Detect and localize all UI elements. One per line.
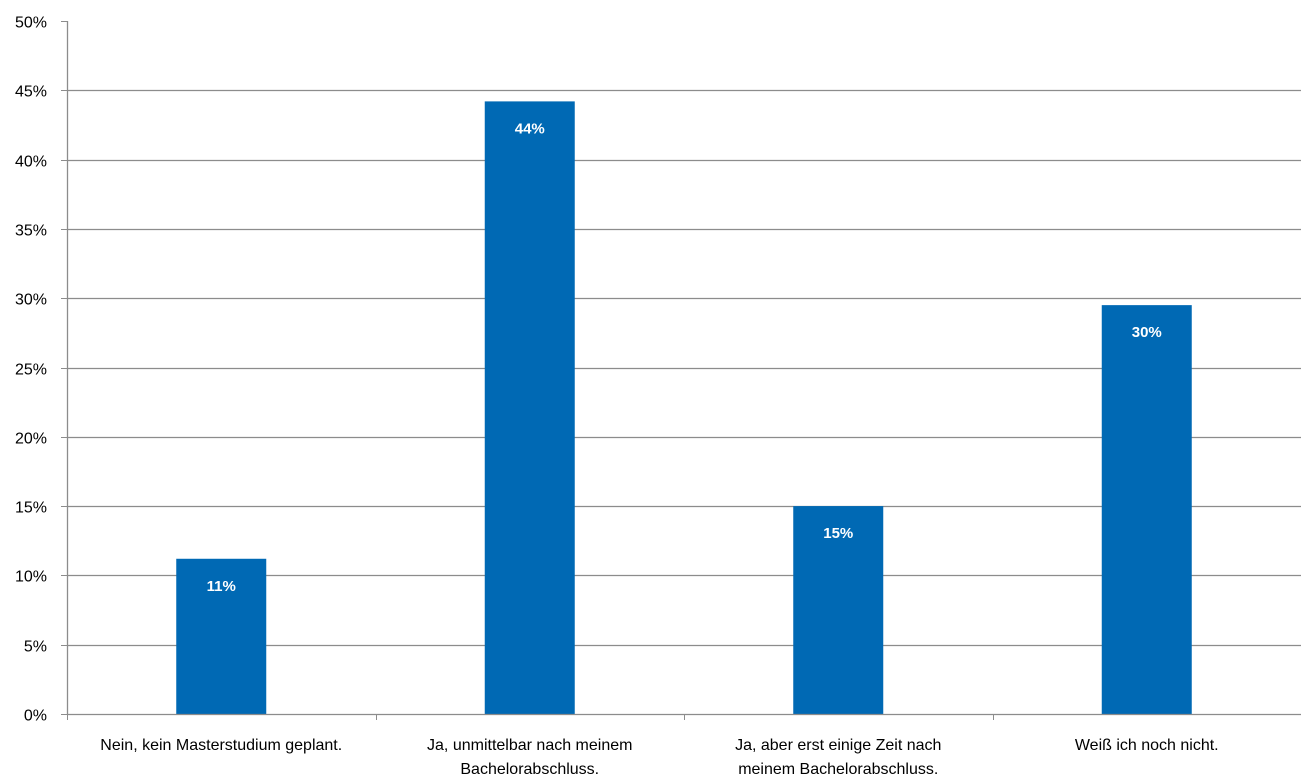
grid-lines — [67, 89, 1301, 647]
y-tick-label: 15% — [15, 500, 47, 517]
bar — [1101, 305, 1192, 714]
x-category-label-line: Bachelorabschluss. — [460, 761, 599, 775]
x-category-label: Ja, aber erst einige Zeit nach meinem Bac… — [735, 737, 941, 775]
y-tick-label: 25% — [15, 362, 47, 379]
x-category-label-line: Nein, kein Masterstudium geplant. — [100, 737, 342, 754]
bar — [176, 558, 267, 714]
bar-data-label: 30% — [1132, 324, 1162, 341]
x-category-label-line: Ja, unmittelbar nach meinem — [427, 737, 632, 754]
y-tick-labels: 0% 5% 10% 15% 20% 25% 30% 35% 40% 45% 50% — [15, 15, 47, 725]
y-tick-label: 30% — [15, 292, 47, 309]
y-tick-label: 10% — [15, 569, 47, 586]
x-category-label-line: Ja, aber erst einige Zeit nach — [735, 737, 941, 754]
y-tick-label: 40% — [15, 154, 47, 171]
x-category-label: Ja, unmittelbar nach meinem Bachelorabsch… — [427, 737, 632, 775]
bar-data-label: 11% — [207, 578, 236, 595]
x-category-label-line: meinem Bachelorabschluss. — [738, 761, 938, 775]
bar-data-label: 44% — [515, 120, 545, 137]
y-tick-label: 50% — [15, 15, 47, 32]
y-tick-label: 35% — [15, 223, 47, 240]
bar-data-label: 15% — [823, 525, 853, 542]
y-tick-label: 5% — [24, 639, 47, 656]
x-category-label: Weiß ich noch nicht. — [1075, 737, 1219, 754]
bar — [793, 506, 884, 714]
bars — [176, 101, 1192, 714]
x-category-label-line: Weiß ich noch nicht. — [1075, 737, 1219, 754]
y-tick-label: 45% — [15, 84, 47, 101]
x-category-labels: Nein, kein Masterstudium geplant. Ja, unm… — [100, 737, 1218, 775]
axes — [61, 21, 1301, 720]
x-category-label: Nein, kein Masterstudium geplant. — [100, 737, 342, 754]
data-labels: 11% 44% 15% 30% — [207, 120, 1162, 594]
bar — [484, 101, 575, 714]
y-tick-label: 0% — [24, 708, 47, 725]
y-tick-label: 20% — [15, 431, 47, 448]
